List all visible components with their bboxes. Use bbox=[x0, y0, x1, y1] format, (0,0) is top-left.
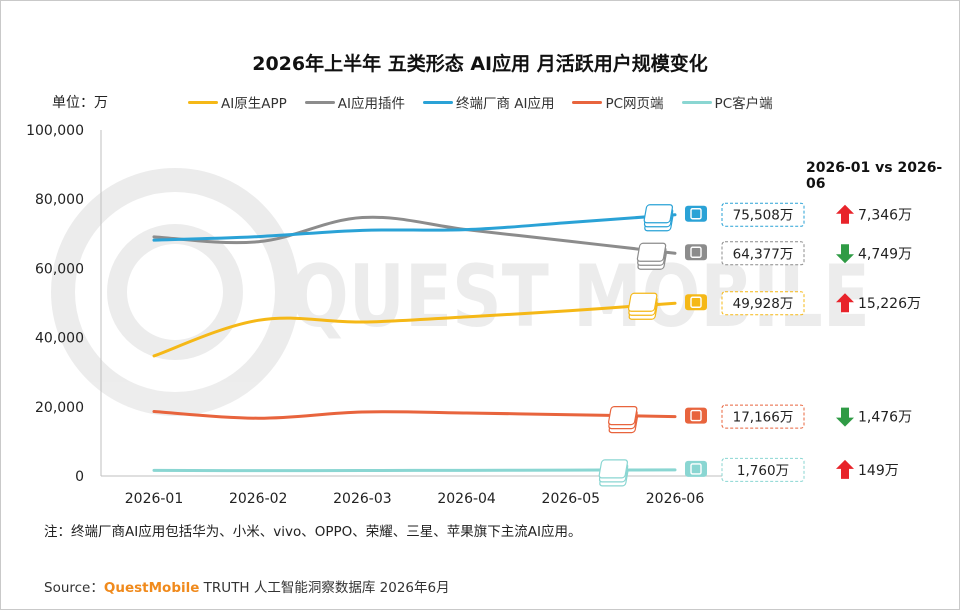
change-label: 4,749万 bbox=[858, 246, 912, 262]
legend-swatch bbox=[304, 100, 335, 104]
x-tick-label: 2026-04 bbox=[437, 491, 496, 507]
y-tick-label: 100,000 bbox=[26, 123, 84, 139]
phone-icon bbox=[643, 204, 707, 232]
source-suffix: TRUTH 人工智能洞察数据库 2026年6月 bbox=[199, 580, 450, 596]
icon-tile bbox=[608, 406, 638, 426]
compare-header: 2026-01 vs 2026-06 bbox=[806, 160, 943, 192]
legend-swatch bbox=[572, 100, 603, 104]
source-prefix: Source： bbox=[44, 580, 104, 596]
icon-glyph bbox=[690, 463, 702, 475]
legend-item: AI应用插件 bbox=[304, 92, 405, 112]
monitor-icon bbox=[608, 406, 707, 434]
icon-tile bbox=[627, 292, 658, 312]
ai-plugin-icon bbox=[636, 242, 707, 270]
cloud-desktop-icon bbox=[598, 459, 707, 487]
legend-label: AI原生APP bbox=[221, 96, 287, 112]
legend-label: AI应用插件 bbox=[337, 96, 405, 112]
legend-item: 终端厂商 AI应用 bbox=[422, 92, 555, 112]
end-value-label: 75,508万 bbox=[733, 208, 794, 224]
unit-label: 单位：万 bbox=[52, 95, 108, 111]
series-line bbox=[152, 213, 677, 242]
end-value-box bbox=[721, 241, 805, 266]
series-line bbox=[152, 468, 677, 473]
arrow-shape bbox=[836, 459, 854, 479]
legend-item: PC网页端 bbox=[572, 92, 664, 112]
icon-glyph bbox=[690, 296, 702, 308]
legend-item: AI原生APP bbox=[188, 92, 287, 112]
source-brand: QuestMobile bbox=[103, 580, 200, 596]
end-value-box bbox=[721, 457, 805, 482]
end-value-label: 49,928万 bbox=[733, 296, 794, 312]
icon-glyph bbox=[690, 208, 702, 220]
legend-swatch bbox=[422, 100, 453, 104]
x-tick-label: 2026-06 bbox=[646, 491, 705, 507]
end-value-box bbox=[721, 404, 805, 429]
axes: 0 20,000 40,000 60,000 80,000 100,000 2026-01 2… bbox=[26, 123, 727, 507]
x-tick-label: 2026-01 bbox=[125, 491, 184, 507]
icon-tile bbox=[636, 242, 667, 262]
legend-label: PC网页端 bbox=[605, 96, 664, 112]
app-icon bbox=[627, 292, 707, 320]
series-line bbox=[152, 301, 677, 358]
x-tick-label: 2026-05 bbox=[542, 491, 601, 507]
y-tick-label: 60,000 bbox=[35, 261, 84, 277]
icon-glyph bbox=[690, 409, 702, 422]
change-label: 149万 bbox=[858, 463, 899, 479]
icon-tile bbox=[643, 204, 674, 224]
y-tick-label: 0 bbox=[75, 469, 84, 485]
icon-glyph bbox=[690, 246, 702, 258]
legend-label: 终端厂商 AI应用 bbox=[455, 96, 555, 112]
x-tick-label: 2026-02 bbox=[229, 491, 288, 507]
arrow-shape bbox=[836, 407, 854, 427]
legend-swatch bbox=[681, 100, 712, 104]
x-tick-label: 2026-03 bbox=[333, 491, 392, 507]
end-labels: 49,928万 15,226万 64,377万 4,749万 75,508万 7,346万… bbox=[598, 202, 921, 487]
series-line bbox=[152, 409, 677, 420]
y-tick-label: 40,000 bbox=[35, 331, 84, 347]
change-label: 15,226万 bbox=[858, 296, 921, 312]
end-value-label: 64,377万 bbox=[733, 246, 794, 262]
legend: AI原生APP AI应用插件 终端厂商 AI应用 PC网页端 PC客户端 bbox=[188, 92, 791, 112]
arrow-down-icon bbox=[836, 407, 854, 427]
chart-title: 2026年上半年 五类形态 AI应用 月活跃用户规模变化 bbox=[252, 53, 708, 75]
y-tick-label: 20,000 bbox=[35, 400, 84, 416]
arrow-shape bbox=[836, 293, 854, 313]
end-value-label: 17,166万 bbox=[733, 410, 794, 426]
icon-tile bbox=[598, 459, 629, 479]
arrow-down-icon bbox=[836, 244, 854, 264]
y-tick-label: 80,000 bbox=[35, 192, 84, 208]
series-line bbox=[152, 215, 677, 255]
end-value-label: 1,760万 bbox=[737, 463, 789, 479]
legend-item: PC客户端 bbox=[681, 92, 773, 112]
watermark-logo-ring bbox=[51, 168, 299, 416]
change-label: 1,476万 bbox=[858, 410, 912, 426]
end-value-box bbox=[721, 291, 805, 316]
legend-label: PC客户端 bbox=[714, 96, 773, 112]
arrow-up-icon bbox=[836, 204, 854, 224]
arrow-shape bbox=[836, 244, 854, 264]
arrow-up-icon bbox=[836, 459, 854, 479]
watermark-logo-core bbox=[107, 224, 243, 360]
series-lines bbox=[152, 213, 677, 473]
legend-swatch bbox=[188, 100, 218, 104]
change-label: 7,346万 bbox=[858, 208, 912, 224]
end-value-box bbox=[721, 202, 805, 227]
arrow-shape bbox=[836, 204, 854, 224]
footnote: 注：终端厂商AI应用包括华为、小米、vivo、OPPO、荣耀、三星、苹果旗下主流… bbox=[44, 524, 582, 540]
arrow-up-icon bbox=[836, 293, 854, 313]
source-line: Source：QuestMobile TRUTH 人工智能洞察数据库 2026年… bbox=[44, 576, 450, 596]
